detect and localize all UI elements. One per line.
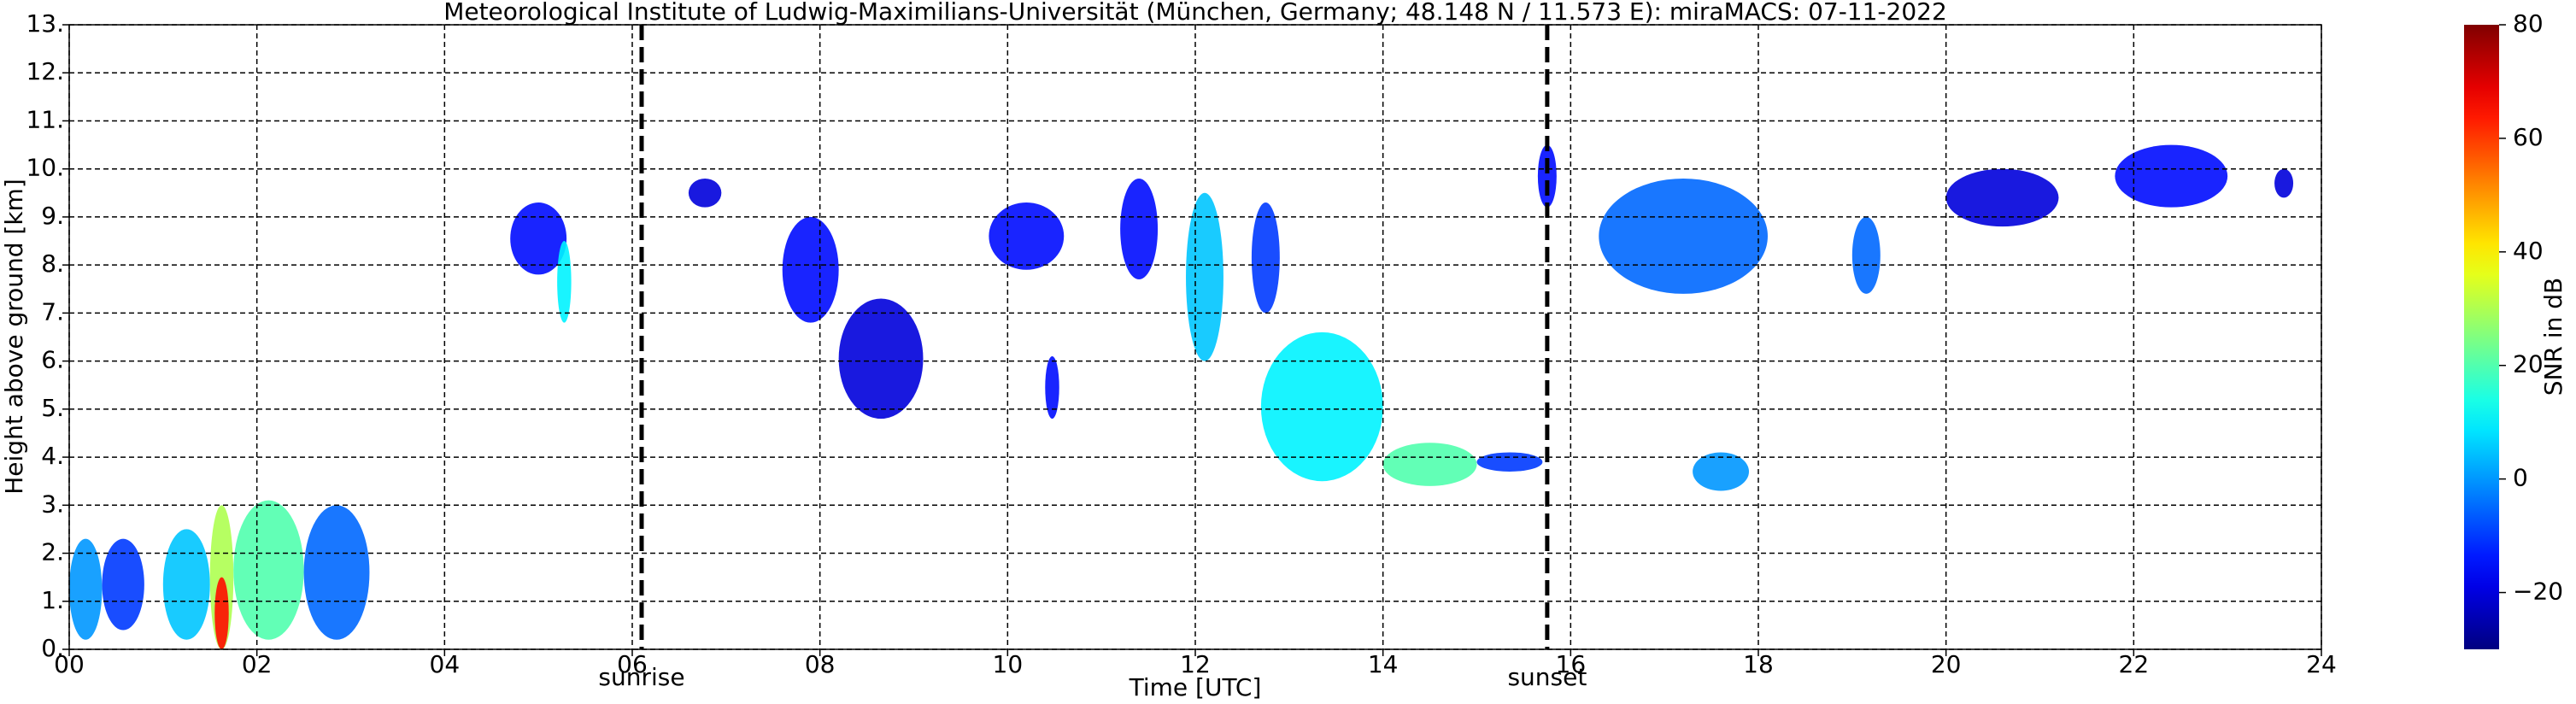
colorbar-tick-label: 0 <box>2513 464 2528 492</box>
y-tick-label: 5. <box>41 394 64 422</box>
y-tick-label: 10. <box>26 154 64 182</box>
y-tick-label: 9. <box>41 202 64 230</box>
x-tick-label: 22 <box>2119 650 2150 678</box>
echo <box>1945 168 2059 227</box>
x-tick-label: 24 <box>2306 650 2337 678</box>
echo <box>1251 202 1280 314</box>
echo <box>102 538 144 631</box>
x-tick-label: 06 <box>617 650 648 678</box>
colorbar <box>2464 25 2499 649</box>
y-tick-label: 4. <box>41 442 64 470</box>
echo <box>1476 452 1543 472</box>
x-tick-label: 20 <box>1931 650 1962 678</box>
x-tick-label: 08 <box>805 650 836 678</box>
echo <box>303 505 370 640</box>
annotation-label: sunset <box>1507 663 1587 691</box>
y-tick-label: 11. <box>26 105 64 133</box>
colorbar-tick-label: −20 <box>2513 578 2563 606</box>
echo <box>510 202 567 275</box>
echo <box>1537 144 1557 208</box>
x-axis-label: Time [UTC] <box>1129 673 1262 701</box>
y-tick-label: 8. <box>41 249 64 278</box>
echo <box>1045 355 1059 419</box>
y-tick-label: 13. <box>26 9 64 38</box>
echo <box>2115 144 2228 208</box>
echo <box>69 538 103 640</box>
x-tick-label: 16 <box>1556 650 1587 678</box>
echo <box>2274 168 2294 198</box>
echo <box>1186 192 1223 361</box>
annotation-label: sunrise <box>598 663 684 691</box>
colorbar-tick-label: 20 <box>2513 350 2544 378</box>
x-tick-label: 00 <box>54 650 85 678</box>
y-tick-label: 0. <box>41 634 64 662</box>
echo <box>1120 178 1159 280</box>
echo <box>1851 216 1881 294</box>
x-tick-label: 18 <box>1743 650 1774 678</box>
y-axis-label: Height above ground [km] <box>0 179 28 495</box>
colorbar-tick-label: 60 <box>2513 123 2544 151</box>
y-tick-label: 3. <box>41 490 64 518</box>
echo <box>557 241 572 323</box>
echo <box>1693 452 1750 491</box>
x-tick-label: 10 <box>993 650 1024 678</box>
echo <box>989 202 1065 270</box>
x-tick-label: 04 <box>430 650 461 678</box>
x-tick-label: 12 <box>1180 650 1211 678</box>
y-tick-label: 2. <box>41 538 64 566</box>
y-tick-label: 7. <box>41 297 64 326</box>
y-tick-label: 12. <box>26 57 64 85</box>
echo <box>214 577 229 649</box>
chart-title: Meteorological Institute of Ludwig-Maxim… <box>443 0 1947 26</box>
echo <box>688 178 722 208</box>
echo <box>782 216 839 323</box>
x-tick-label: 14 <box>1368 650 1399 678</box>
echo <box>233 500 304 640</box>
echo <box>1599 178 1768 294</box>
echo <box>1382 443 1477 486</box>
colorbar-tick-label: 80 <box>2513 9 2544 38</box>
echo <box>838 298 924 419</box>
colorbar-label: SNR in dB <box>2539 278 2567 396</box>
colorbar-tick-label: 40 <box>2513 237 2544 265</box>
y-tick-label: 1. <box>41 586 64 614</box>
echo <box>1260 331 1383 482</box>
y-tick-label: 6. <box>41 346 64 374</box>
x-tick-label: 02 <box>242 650 273 678</box>
echo <box>162 529 210 640</box>
